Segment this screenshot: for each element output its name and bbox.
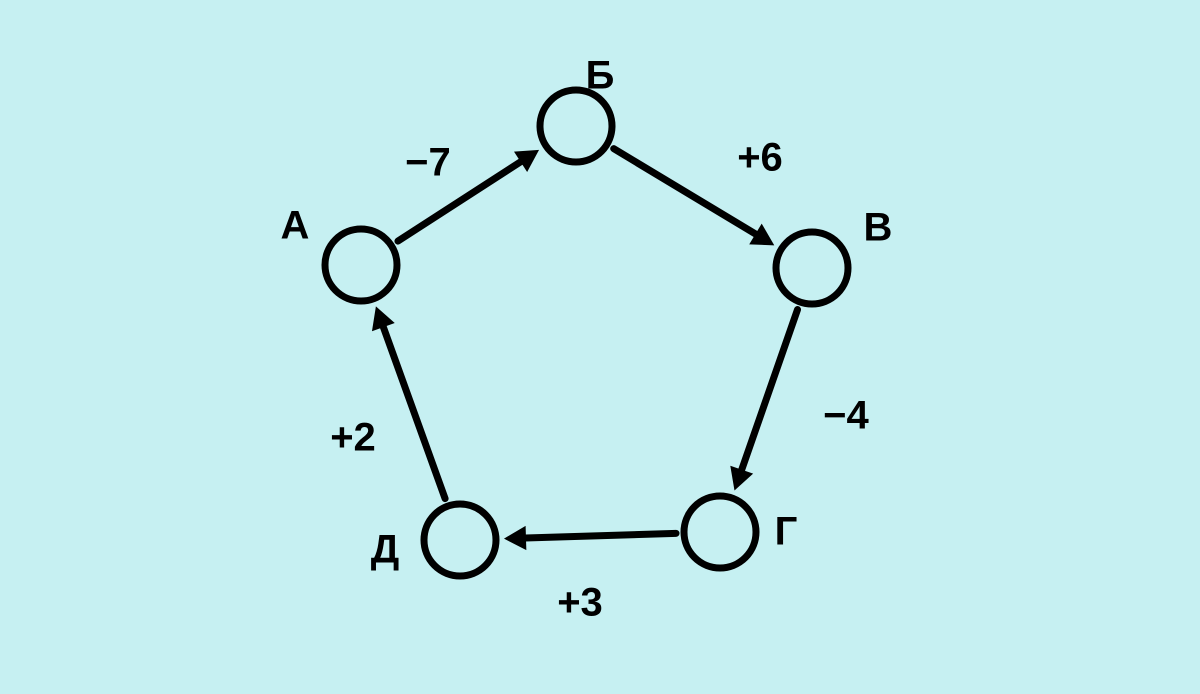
- node-label-V: В: [864, 206, 893, 250]
- edge-label-D-A: +2: [330, 416, 376, 460]
- node-label-D: Д: [371, 528, 400, 572]
- graph-svg: −7 +6 −4 +3 +2 А Б В Г Д: [0, 0, 1200, 694]
- edge-label-A-B: −7: [405, 141, 451, 185]
- node-D: [424, 504, 496, 576]
- edge-label-G-D: +3: [557, 581, 603, 625]
- diagram-canvas: −7 +6 −4 +3 +2 А Б В Г Д: [0, 0, 1200, 694]
- node-G: [684, 496, 756, 568]
- node-V: [776, 232, 848, 304]
- edge-label-B-V: +6: [737, 136, 783, 180]
- node-A: [325, 229, 397, 301]
- node-B: [540, 90, 612, 162]
- node-label-A: А: [281, 204, 310, 248]
- edge-label-V-G: −4: [823, 394, 869, 438]
- edge-G-D: [517, 533, 676, 538]
- node-label-B: Б: [586, 54, 615, 98]
- node-label-G: Г: [775, 510, 798, 554]
